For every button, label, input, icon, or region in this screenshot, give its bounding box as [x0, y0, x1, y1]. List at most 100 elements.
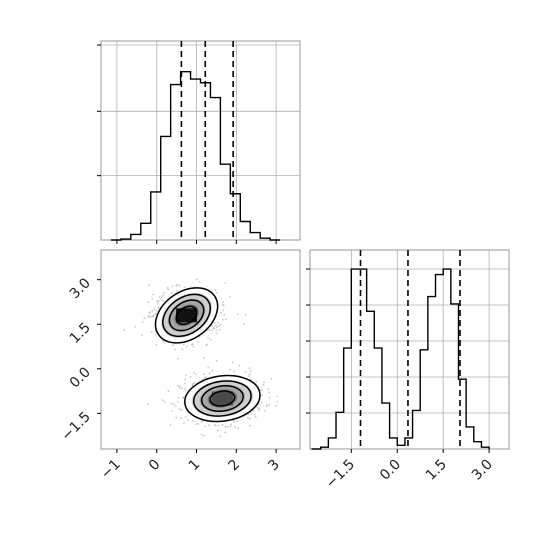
joint-scatter-point — [198, 281, 201, 283]
joint-scatter-point — [213, 327, 216, 330]
joint-scatter-point — [224, 431, 226, 434]
joint-scatter-point — [211, 324, 213, 327]
joint-scatter-point — [152, 315, 155, 318]
joint-scatter-point — [215, 326, 218, 329]
joint-scatter-point — [180, 409, 183, 411]
joint-scatter-point — [257, 409, 260, 411]
joint-scatter-point — [229, 425, 232, 428]
hist-y-quantile-lines — [359, 250, 461, 449]
joint-scatter-point — [220, 312, 222, 314]
joint-scatter-point — [254, 413, 256, 416]
joint-scatter-point — [211, 329, 213, 332]
joint-scatter-point — [215, 291, 218, 294]
joint-scatter-point — [266, 405, 268, 408]
joint-density-cell — [211, 391, 219, 399]
joint-scatter-point — [224, 425, 227, 428]
joint-scatter-point — [244, 313, 247, 316]
hist-x-quantile-lines — [180, 41, 234, 240]
joint-scatter-point — [254, 416, 257, 418]
joint-scatter-point — [261, 394, 263, 396]
joint-scatter-point — [217, 321, 219, 324]
joint-frame — [100, 249, 301, 450]
joint-scatter-point — [276, 400, 279, 403]
joint-scatter-point — [191, 343, 194, 346]
joint-contour-line — [162, 293, 211, 338]
joint-scatter-point — [181, 348, 183, 351]
joint-ytick-label: 1.5 — [67, 320, 94, 347]
hist-x-frame — [100, 40, 301, 241]
joint-scatter-point — [203, 357, 205, 359]
joint-scatter-point — [204, 425, 207, 428]
joint-scatter-point — [161, 399, 164, 401]
joint-scatter-point — [222, 318, 224, 321]
joint-scatter-point — [270, 378, 273, 380]
joint-scatter-point — [259, 389, 262, 391]
joint-scatter-point — [237, 427, 240, 430]
joint-scatter-point — [183, 395, 186, 398]
joint-scatter-point — [174, 348, 177, 351]
hist-y-panel: −1.5 0.0 1.5 3.0 — [306, 249, 510, 492]
joint-scatter-point — [197, 340, 200, 343]
joint-scatter-point — [157, 299, 160, 302]
joint-scatter-point — [178, 385, 181, 388]
joint-contour-line — [154, 287, 219, 344]
joint-scatter-point — [177, 397, 180, 399]
joint-contour-line — [192, 380, 252, 417]
joint-scatter-point — [192, 383, 194, 386]
joint-contour-line — [168, 299, 205, 332]
joint-scatter-point — [183, 286, 186, 289]
joint-scatter-point — [236, 420, 239, 423]
joint-scatter-point — [184, 378, 187, 381]
joint-scatter-point — [202, 373, 205, 376]
joint-scatter-point — [225, 318, 227, 321]
joint-scatter-point — [258, 407, 261, 410]
joint-scatter-point — [176, 283, 179, 286]
hist-x-step-line — [110, 70, 281, 241]
joint-scatter-point — [148, 311, 151, 314]
joint-scatter-point — [176, 289, 178, 292]
joint-ytick-label: 0.0 — [67, 364, 94, 391]
joint-scatter-point — [217, 325, 220, 328]
joint-scatter-point — [276, 395, 279, 398]
joint-scatter-point — [134, 325, 137, 328]
joint-scatter-point — [170, 402, 173, 405]
joint-scatter-point — [184, 389, 187, 392]
joint-density-cell — [225, 398, 233, 406]
joint-scatter-point — [214, 289, 217, 291]
joint-scatter-point — [248, 424, 251, 427]
joint-scatter-point — [205, 376, 208, 379]
joint-scatter-point — [150, 315, 152, 318]
joint-scatter-point — [157, 306, 160, 309]
joint-ytick-label: −1.5 — [58, 409, 93, 444]
joint-scatter-point — [166, 287, 169, 289]
joint-scatter-point — [217, 424, 220, 427]
joint-scatter-point — [255, 380, 258, 383]
joint-scatter-point — [202, 434, 205, 437]
joint-scatter-point — [243, 323, 246, 326]
hist-x-grid — [101, 41, 300, 240]
joint-scatter-point — [219, 435, 222, 438]
joint-scatter-point — [177, 384, 179, 387]
joint-contour-line — [184, 374, 261, 423]
joint-scatter-point — [206, 329, 209, 332]
joint-scatter-point — [148, 316, 150, 318]
joint-scatter-point — [191, 384, 194, 387]
joint-scatter-point — [248, 417, 251, 420]
joint-scatter-point — [178, 284, 181, 287]
joint-scatter-point — [141, 321, 144, 323]
joint-scatter-point — [195, 423, 198, 425]
joint-scatter-point — [167, 390, 170, 393]
joint-scatter-point — [249, 369, 252, 372]
joint-scatter-point — [200, 420, 203, 423]
joint-scatter-point — [160, 296, 163, 299]
joint-scatter-point — [158, 296, 161, 298]
joint-scatter-point — [207, 366, 210, 369]
joint-scatter-point — [180, 417, 183, 420]
joint-contour-line — [175, 305, 198, 326]
joint-scatter-point — [187, 418, 190, 421]
joint-scatter-point — [163, 400, 166, 403]
joint-scatter-point — [248, 367, 251, 369]
joint-density-cell — [190, 308, 198, 316]
joint-scatter-point — [173, 403, 175, 406]
